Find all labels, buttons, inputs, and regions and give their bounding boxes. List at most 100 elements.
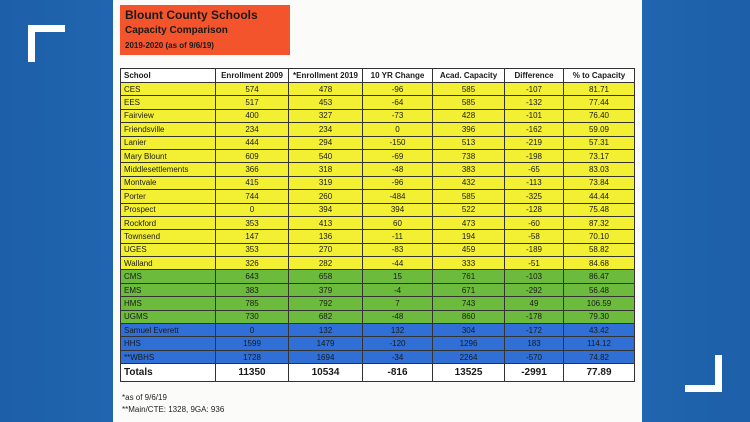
table-cell: 513	[432, 135, 505, 150]
table-cell: 0	[362, 122, 433, 137]
table-cell: Prospect	[120, 202, 216, 217]
table-cell: 194	[432, 229, 505, 244]
table-cell: 0	[215, 202, 289, 217]
table-cell: HMS	[120, 296, 216, 311]
table-cell: Townsend	[120, 229, 216, 244]
table-cell: 353	[215, 242, 289, 258]
table-cell: Lanier	[120, 135, 216, 150]
table-cell: 43.42	[563, 323, 635, 338]
table-cell: 444	[215, 135, 289, 150]
table-cell: -11	[362, 229, 433, 244]
table-cell: 432	[432, 175, 505, 191]
table-cell: 75.48	[563, 202, 635, 217]
table-cell: -325	[504, 189, 564, 204]
table-row: Walland 326 282 -44 333 -51 84.68	[120, 256, 635, 271]
column-header: School	[120, 68, 216, 83]
table-cell: 77.44	[563, 95, 635, 110]
table-cell: -178	[504, 309, 564, 325]
table-cell: -65	[504, 162, 564, 177]
table-cell: 353	[215, 215, 289, 231]
table-cell: EMS	[120, 282, 216, 298]
table-cell: 114.12	[563, 336, 635, 351]
table-cell: -120	[362, 336, 433, 351]
table-cell: -60	[504, 215, 564, 231]
table-row: Montvale 415 319 -96 432 -113 73.84	[120, 175, 635, 191]
table-cell: 147	[215, 229, 289, 244]
table-cell: 79.30	[563, 309, 635, 325]
table-row: UGES 353 270 -83 459 -189 58.82	[120, 242, 635, 258]
table-cell: 318	[288, 162, 363, 177]
table-cell: 49	[504, 296, 564, 311]
table-cell: -570	[504, 349, 564, 365]
table-row: Townsend 147 136 -11 194 -58 70.10	[120, 229, 635, 244]
table-cell: -132	[504, 95, 564, 110]
table-cell: HHS	[120, 336, 216, 351]
table-cell: -128	[504, 202, 564, 217]
totals-cell: -816	[362, 363, 433, 383]
table-cell: -189	[504, 242, 564, 258]
table-cell: -96	[362, 175, 433, 191]
table-cell: Porter	[120, 189, 216, 204]
table-cell: 0	[215, 323, 289, 338]
table-cell: 394	[288, 202, 363, 217]
table-row: HMS 785 792 7 743 49 106.59	[120, 296, 635, 311]
table-cell: CES	[120, 81, 216, 97]
table-cell: 792	[288, 296, 363, 311]
table-cell: 183	[504, 336, 564, 351]
table-row: UGMS 730 682 -48 860 -178 79.30	[120, 309, 635, 325]
capacity-table: School Enrollment 2009 *Enrollment 2019 10 …	[120, 68, 635, 383]
table-cell: -292	[504, 282, 564, 298]
table-row: CMS 643 658 15 761 -103 86.47	[120, 269, 635, 284]
table-cell: 81.71	[563, 81, 635, 97]
date: 2019-2020 (as of 9/6/19)	[125, 41, 214, 50]
table-cell: -83	[362, 242, 433, 258]
table-cell: 83.03	[563, 162, 635, 177]
title-box: Blount County Schools Capacity Compariso…	[120, 5, 290, 55]
table-cell: 609	[215, 148, 289, 164]
table-cell: 743	[432, 296, 505, 311]
totals-cell: 13525	[432, 363, 505, 383]
table-cell: 413	[288, 215, 363, 231]
table-row: EMS 383 379 -4 671 -292 56.48	[120, 282, 635, 298]
table-cell: 540	[288, 148, 363, 164]
subtitle: Capacity Comparison	[125, 25, 228, 36]
table-cell: -198	[504, 148, 564, 164]
table-row: **WBHS 1728 1694 -34 2264 -570 74.82	[120, 349, 635, 365]
column-header: *Enrollment 2019	[288, 68, 363, 83]
title: Blount County Schools	[125, 8, 258, 22]
table-cell: 106.59	[563, 296, 635, 311]
table-cell: -73	[362, 108, 433, 124]
table-cell: UGES	[120, 242, 216, 258]
table-cell: 282	[288, 256, 363, 271]
table-cell: CMS	[120, 269, 216, 284]
table-cell: -150	[362, 135, 433, 150]
footnote: **Main/CTE: 1328, 9GA: 936	[122, 405, 225, 414]
table-cell: 744	[215, 189, 289, 204]
footnotes: *as of 9/6/19 **Main/CTE: 1328, 9GA: 936	[122, 392, 224, 416]
table-cell: 327	[288, 108, 363, 124]
table-cell: 522	[432, 202, 505, 217]
table-cell: 319	[288, 175, 363, 191]
table-cell: -484	[362, 189, 433, 204]
table-cell: 473	[432, 215, 505, 231]
table-cell: 453	[288, 95, 363, 110]
table-cell: 738	[432, 148, 505, 164]
table-cell: Samuel Everett	[120, 323, 216, 338]
table-cell: 396	[432, 122, 505, 137]
table-cell: -34	[362, 349, 433, 365]
table-cell: -96	[362, 81, 433, 97]
column-header: % to Capacity	[563, 68, 635, 83]
table-cell: 658	[288, 269, 363, 284]
table-cell: -4	[362, 282, 433, 298]
table-cell: 459	[432, 242, 505, 258]
table-cell: 74.82	[563, 349, 635, 365]
table-cell: 478	[288, 81, 363, 97]
table-row: Rockford 353 413 60 473 -60 87.32	[120, 215, 635, 231]
table-cell: 44.44	[563, 189, 635, 204]
table-cell: -44	[362, 256, 433, 271]
totals-cell: 10534	[288, 363, 363, 383]
table-cell: 2264	[432, 349, 505, 365]
frame-corner	[28, 25, 65, 62]
table-cell: 234	[215, 122, 289, 137]
